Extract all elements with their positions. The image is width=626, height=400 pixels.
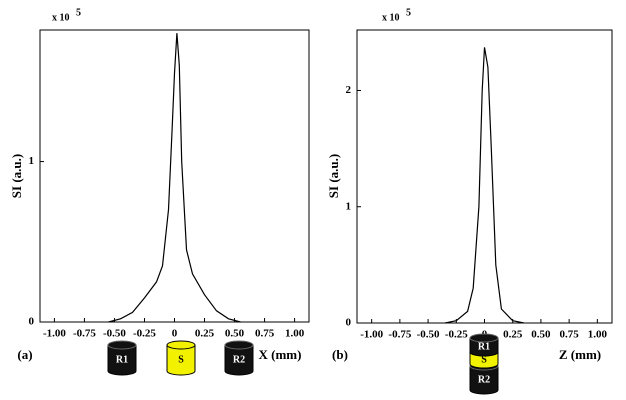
cylinder-body [224, 344, 254, 376]
x-tick-label: -1.00 [360, 329, 383, 341]
x-tick-label: 1.00 [285, 328, 305, 340]
x-tick-label: -0.75 [73, 328, 96, 340]
x-axis-label: X (mm) [259, 347, 302, 362]
cylinder-label: R2 [478, 374, 490, 385]
data-line [108, 33, 241, 323]
scale-label: x 10 [52, 12, 70, 23]
scale-exponent: 5 [76, 7, 81, 18]
x-axis-label: Z (mm) [559, 347, 601, 362]
x-tick-label: -1.00 [43, 328, 66, 340]
x-tick-label: 0.25 [195, 328, 215, 340]
scale-exponent: 5 [406, 7, 411, 18]
y-tick-label: 0 [29, 316, 35, 328]
x-tick-label: 0 [172, 328, 178, 340]
cylinder-body [469, 365, 499, 395]
cylinder-body [469, 337, 499, 357]
x-tick-label: 0.50 [531, 329, 551, 341]
panel-label: (b) [332, 347, 348, 362]
scale-label: x 10 [382, 12, 400, 23]
cylinder-body [107, 344, 137, 376]
cylinder-top [107, 340, 137, 350]
cylinder-icon: R2 [224, 340, 254, 376]
cylinder-body [469, 351, 499, 369]
x-tick-label: -0.25 [445, 329, 468, 341]
data-line [444, 47, 525, 324]
cylinder-label: R1 [116, 354, 128, 365]
x-tick-label: -0.50 [103, 328, 126, 340]
x-tick-label: 0.50 [225, 328, 245, 340]
x-tick-label: -0.50 [417, 329, 440, 341]
cylinder-label: R1 [478, 341, 490, 352]
panel-label: (a) [17, 347, 32, 362]
x-tick-label: 0.75 [559, 329, 579, 341]
cylinder-top [224, 340, 254, 350]
cylinder-icon: R1 [107, 340, 137, 376]
x-tick-label: 1.00 [588, 329, 608, 341]
y-axis-label: SI (a.u.) [9, 154, 24, 198]
x-tick-label: 0.75 [255, 328, 275, 340]
plot-frame [356, 29, 613, 324]
x-tick-label: 0.25 [503, 329, 523, 341]
y-axis-label: SI (a.u.) [326, 154, 341, 198]
cylinder-top [469, 333, 499, 343]
y-tick-label: 2 [346, 84, 352, 96]
y-tick-label: 1 [346, 200, 352, 212]
y-tick-label: 1 [29, 155, 35, 167]
cylinder-top [166, 340, 196, 350]
x-tick-label: -0.75 [388, 329, 411, 341]
cylinder-body [166, 344, 196, 376]
y-tick-label: 0 [346, 317, 352, 329]
cylinder-icon: R1 [469, 333, 499, 357]
x-tick-label: -0.25 [133, 328, 156, 340]
cylinder-icon: S [166, 340, 196, 376]
cylinder-label: S [178, 354, 184, 365]
cylinder-label: S [481, 354, 487, 365]
cylinder-label: R2 [233, 354, 245, 365]
